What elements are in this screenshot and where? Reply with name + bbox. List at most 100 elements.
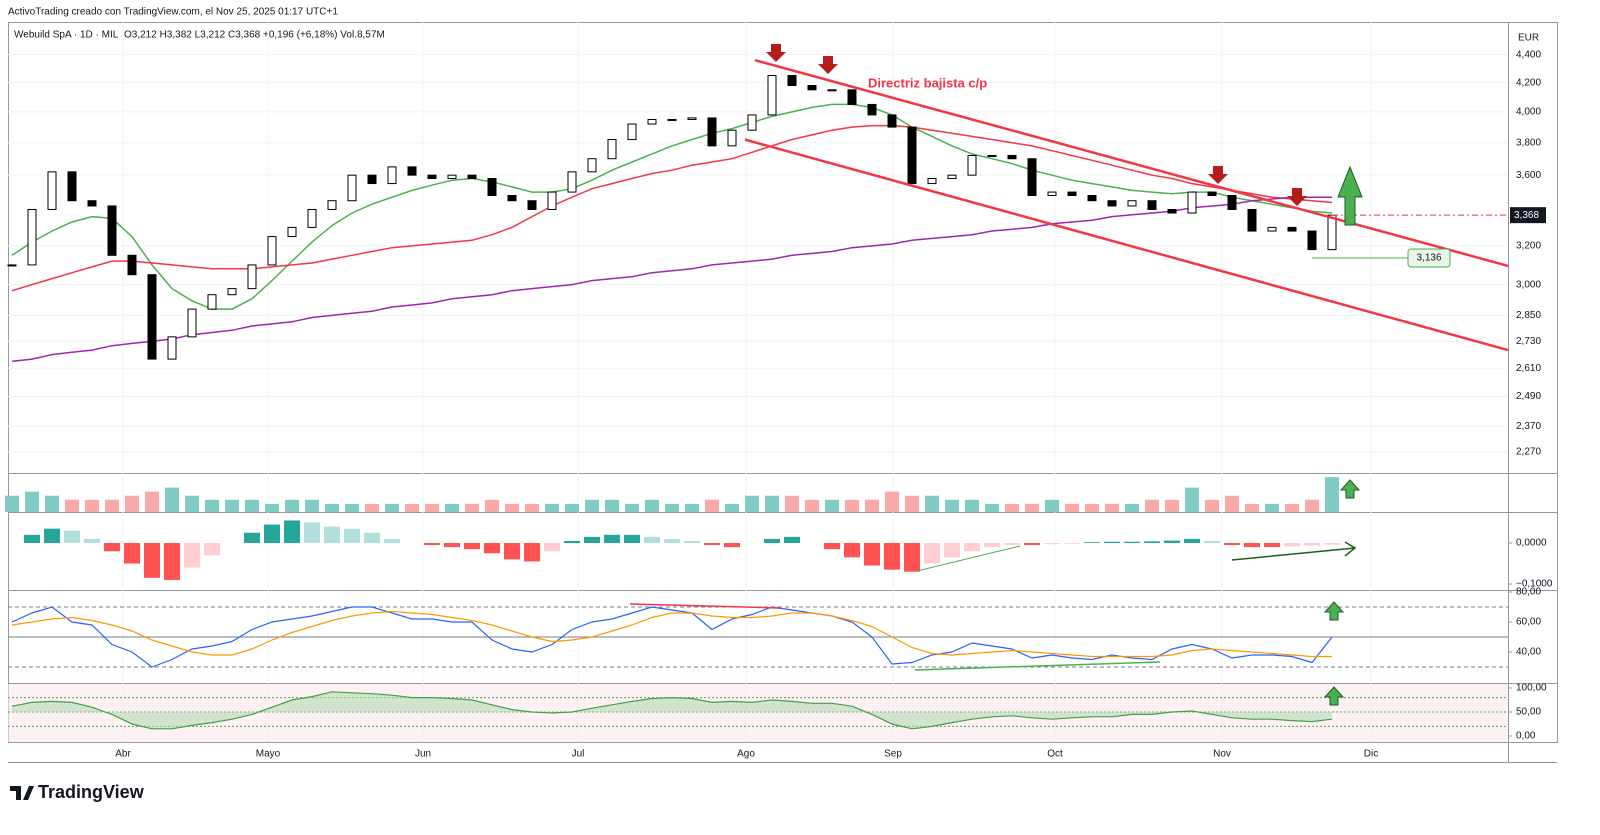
volume-bar (365, 503, 379, 512)
candle (387, 166, 397, 185)
x-tick-label: Mayo (256, 749, 281, 760)
macd-bar (944, 543, 960, 558)
macd-bar (884, 543, 900, 570)
macd-bar (1264, 543, 1280, 548)
macd-bar (1124, 541, 1140, 544)
x-tick-label: Oct (1047, 749, 1063, 760)
volume-bar (525, 503, 539, 512)
macd-bar (264, 524, 280, 544)
candle (687, 117, 697, 120)
volume-bar (1065, 503, 1079, 512)
candle (567, 171, 577, 193)
volume-bar (1045, 499, 1059, 512)
candle (707, 117, 717, 147)
macd-bar (444, 543, 460, 548)
x-tick-label: Dic (1364, 749, 1378, 760)
candle (1267, 226, 1277, 232)
volume-bar (425, 503, 439, 512)
candle (507, 195, 517, 202)
candle (247, 264, 257, 290)
y-tick-label: 50,00 (1516, 707, 1541, 718)
volume-bar (885, 491, 899, 512)
candle (67, 171, 77, 202)
macd-bar (1084, 542, 1100, 544)
volume-bar (225, 499, 239, 512)
brand-name: TradingView (38, 782, 145, 802)
macd-bar (1104, 541, 1120, 544)
candle (7, 264, 17, 267)
candle (467, 174, 477, 180)
macd-bar (1284, 543, 1300, 547)
x-tick-label: Sep (884, 749, 902, 760)
macd-bar (904, 543, 920, 572)
attribution: ActivoTrading creado con TradingView.com… (8, 7, 338, 18)
macd-bar (924, 543, 940, 564)
y-tick-label: 2,730 (1516, 336, 1541, 347)
candle (747, 114, 757, 131)
y-tick-label: 2,370 (1516, 421, 1541, 432)
macd-bar (564, 540, 580, 544)
volume-bar (1325, 477, 1339, 512)
candle (327, 200, 337, 210)
volume-bar (1165, 499, 1179, 512)
y-tick-label: 80,00 (1516, 587, 1541, 598)
volume-bar (185, 495, 199, 512)
candle (607, 139, 617, 160)
y-tick-label: 0,00 (1516, 731, 1536, 742)
volume-bar (905, 495, 919, 512)
volume-bar (1205, 499, 1219, 512)
trendline (744, 138, 1509, 352)
volume-bar (1125, 503, 1139, 512)
macd-bar (104, 543, 120, 552)
volume-bar (245, 499, 259, 512)
candle (127, 254, 137, 276)
macd-bar (524, 543, 540, 562)
volume-bar (805, 499, 819, 512)
candle (227, 288, 237, 296)
volume-bar (865, 499, 879, 512)
frame (8, 22, 1558, 743)
macd-bar (824, 543, 840, 550)
macd-bar (544, 543, 560, 552)
volume-bar (1185, 487, 1199, 512)
plot: Abr Mayo Jun Jul Ago Sep Oct Nov Dic 4,400 4,200 4,… (5, 22, 1553, 760)
volume-bar (1145, 499, 1159, 512)
volume-bar (785, 495, 799, 512)
volume-bar (25, 491, 39, 512)
macd-bar (724, 543, 740, 548)
x-tick-label: Nov (1213, 749, 1231, 760)
candle (727, 129, 737, 147)
volume-bar (1265, 503, 1279, 512)
candle (807, 84, 817, 91)
candle (647, 118, 657, 125)
macd-bar (464, 543, 480, 550)
candle (987, 154, 997, 157)
candle (907, 126, 917, 185)
volume-bar (565, 503, 579, 512)
x-tick-label: Ago (737, 749, 755, 760)
macd-bar (1304, 543, 1320, 546)
volume-bar (665, 503, 679, 512)
volume-bar (1305, 499, 1319, 512)
macd-bar (184, 543, 200, 568)
macd-bar (1164, 540, 1180, 544)
volume-bar (605, 499, 619, 512)
candle (367, 174, 377, 185)
volume-bar (85, 499, 99, 512)
macd-bar (1244, 543, 1260, 548)
volume-bar (505, 503, 519, 512)
candle (1127, 200, 1137, 207)
candle (347, 174, 357, 202)
candle (107, 205, 117, 256)
macd-bar (1024, 543, 1040, 546)
volume-bar (265, 503, 279, 512)
candle (547, 191, 557, 210)
volume-bar (5, 495, 19, 512)
candle (167, 336, 177, 360)
candle (1327, 214, 1337, 251)
volume-bar (385, 503, 399, 512)
macd-bar (1044, 543, 1060, 545)
volume-bar (165, 487, 179, 512)
macd-bar (1324, 543, 1340, 545)
